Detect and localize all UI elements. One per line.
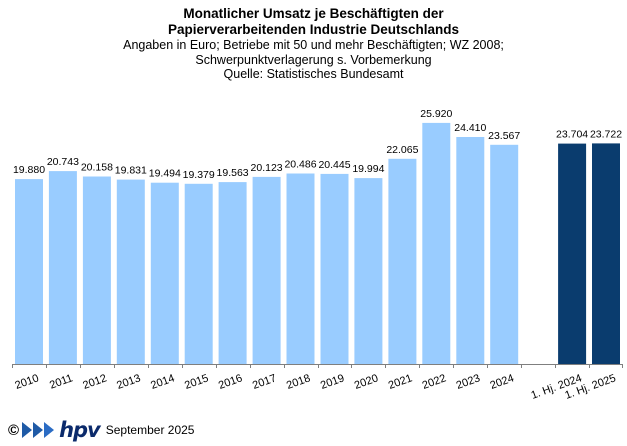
x-tick-label: 2023 — [455, 372, 482, 392]
x-tick-label: 2015 — [183, 372, 210, 392]
hpv-chevron-icon — [22, 422, 55, 438]
x-tick-label: 2014 — [149, 372, 176, 392]
x-tick-label: 2022 — [421, 372, 448, 392]
data-label: 20.743 — [47, 156, 79, 168]
x-tick-label: 2017 — [251, 372, 278, 392]
bar-chart: 19.880 2010 20.743 2011 20.158 2012 19.831 2013… — [12, 108, 623, 402]
x-tick-label: 2021 — [387, 372, 414, 392]
bar-2023 — [456, 137, 485, 364]
x-tick-label: 2019 — [319, 372, 346, 392]
data-label: 20.486 — [284, 159, 316, 171]
data-label: 20.445 — [318, 159, 350, 171]
copyright-symbol: © — [8, 421, 20, 439]
hpv-logo: hpv — [59, 418, 101, 442]
x-tick-label: 2011 — [48, 372, 74, 391]
bar-2010 — [15, 179, 43, 364]
bar-2021 — [388, 158, 417, 364]
x-tick-label: 2018 — [285, 372, 312, 392]
bar-halfyear-1-hj-2025 — [592, 143, 620, 364]
bar-2017 — [252, 176, 281, 364]
chart-title-line-1: Monatlicher Umsatz je Beschäftigten der — [183, 6, 444, 21]
x-tick-label: 2013 — [115, 372, 142, 392]
data-label: 19.831 — [115, 165, 147, 177]
chart-title-line-2: Papierverarbeitenden Industrie Deutschla… — [167, 22, 460, 37]
bar-2013 — [116, 179, 145, 364]
bar-2014 — [150, 182, 179, 364]
x-tick-label: 2010 — [13, 372, 40, 392]
bar-2024 — [490, 144, 519, 364]
bar-2019 — [320, 173, 349, 364]
data-label: 19.994 — [352, 163, 384, 175]
bar-2012 — [82, 176, 111, 364]
bar-2018 — [286, 173, 315, 364]
data-label: 19.563 — [217, 167, 249, 179]
data-label: 19.379 — [183, 169, 215, 181]
data-label: 25.920 — [420, 108, 452, 120]
x-tick-label: 2024 — [489, 372, 516, 392]
data-label: 23.722 — [590, 128, 622, 140]
data-label: 19.494 — [149, 168, 181, 180]
bar-2015 — [184, 183, 213, 364]
chart-subtitle-line-2: Schwerpunktverlagerung s. Vorbemerkung — [195, 52, 432, 67]
data-label: 23.567 — [488, 130, 520, 142]
footer: © hpv September 2025 — [8, 418, 194, 442]
x-tick-label: 2016 — [217, 372, 244, 392]
bar-2011 — [48, 171, 77, 364]
data-label: 23.704 — [556, 129, 588, 141]
data-label: 22.065 — [386, 144, 418, 156]
chart-source: Quelle: Statistisches Bundesamt — [223, 67, 404, 81]
bar-halfyear-1-hj-2024 — [558, 143, 587, 364]
chart-subtitle-line-1: Angaben in Euro; Betriebe mit 50 und meh… — [123, 38, 504, 52]
data-label: 20.158 — [81, 162, 113, 174]
data-label: 24.410 — [454, 122, 486, 134]
bar-2016 — [218, 182, 247, 364]
bar-2020 — [354, 178, 383, 364]
chart-header: Monatlicher Umsatz je Beschäftigten der … — [0, 6, 627, 82]
bar-2022 — [422, 122, 451, 365]
x-tick-label: 2012 — [81, 372, 108, 392]
footer-date: September 2025 — [105, 423, 195, 437]
data-label: 19.880 — [13, 164, 45, 176]
data-label: 20.123 — [251, 162, 283, 174]
x-tick-label: 2020 — [353, 372, 380, 392]
